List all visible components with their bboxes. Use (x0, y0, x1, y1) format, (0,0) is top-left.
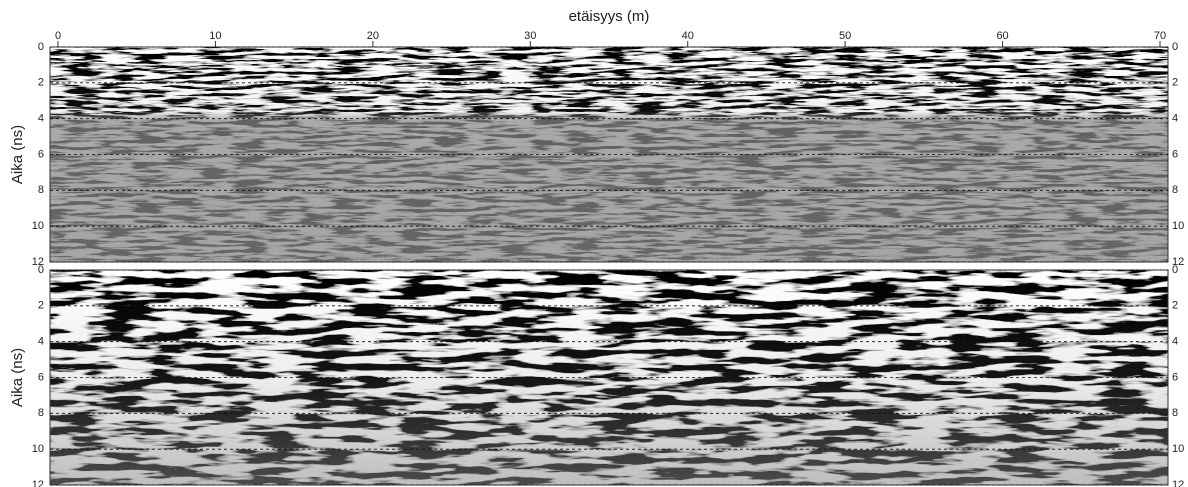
y-tick-label-right: 10 (1172, 443, 1184, 455)
y-tick-label: 12 (32, 479, 44, 487)
y-tick-label-right: 6 (1172, 148, 1178, 160)
y-tick-label-right: 0 (1172, 41, 1178, 53)
x-tick-label: 20 (367, 30, 379, 42)
y-tick-label-right: 4 (1172, 336, 1178, 348)
y-tick-label: 0 (38, 264, 44, 276)
y-tick-label: 2 (38, 300, 44, 312)
y-tick-label-right: 6 (1172, 371, 1178, 383)
x-tick-label: 40 (682, 30, 694, 42)
x-axis-title: etäisyys (m) (569, 8, 650, 25)
y-tick-label: 12 (32, 256, 44, 268)
y-tick-label: 4 (38, 113, 44, 125)
y-tick-label: 6 (38, 371, 44, 383)
y-axis-title: Aika (ns) (9, 125, 26, 184)
x-tick-label: 70 (1154, 30, 1166, 42)
x-tick-label: 30 (524, 30, 536, 42)
y-tick-label-right: 8 (1172, 184, 1178, 196)
y-tick-label-right: 4 (1172, 113, 1178, 125)
y-tick-label-right: 12 (1172, 256, 1184, 268)
y-tick-label-right: 0 (1172, 264, 1178, 276)
y-tick-label-right: 10 (1172, 220, 1184, 232)
y-tick-label: 2 (38, 77, 44, 89)
y-tick-label: 8 (38, 184, 44, 196)
y-tick-label-right: 2 (1172, 300, 1178, 312)
y-tick-label: 0 (38, 41, 44, 53)
y-tick-label-right: 2 (1172, 77, 1178, 89)
y-tick-label: 10 (32, 443, 44, 455)
x-tick-label: 50 (839, 30, 851, 42)
x-tick-label: 60 (996, 30, 1008, 42)
y-tick-label: 8 (38, 407, 44, 419)
y-tick-label-right: 12 (1172, 479, 1184, 487)
y-tick-label: 4 (38, 336, 44, 348)
y-tick-label: 6 (38, 148, 44, 160)
y-axis-title: Aika (ns) (9, 348, 26, 407)
x-tick-label: 10 (209, 30, 221, 42)
x-tick-label: 0 (55, 30, 61, 42)
y-tick-label-right: 8 (1172, 407, 1178, 419)
y-tick-label: 10 (32, 220, 44, 232)
